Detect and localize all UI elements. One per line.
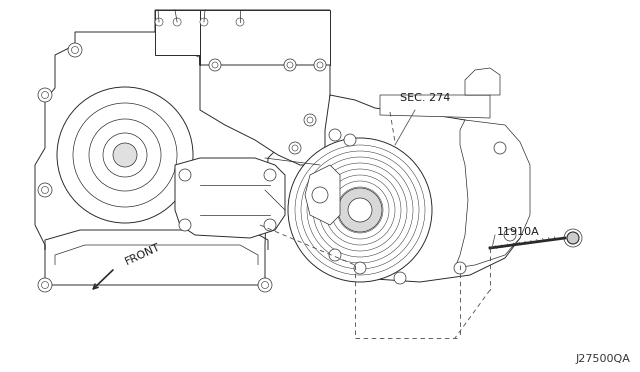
Circle shape [258,88,272,102]
Circle shape [344,134,356,146]
Circle shape [312,187,328,203]
Circle shape [329,129,341,141]
Circle shape [348,198,372,222]
Polygon shape [155,10,330,32]
Polygon shape [200,55,330,165]
Polygon shape [35,32,278,285]
Circle shape [567,232,579,244]
Circle shape [173,18,181,26]
Circle shape [314,59,326,71]
Circle shape [258,278,272,292]
Circle shape [68,43,82,57]
Circle shape [354,262,366,274]
Circle shape [209,59,221,71]
Polygon shape [325,95,525,282]
Circle shape [193,43,207,57]
Circle shape [38,183,52,197]
Polygon shape [175,158,285,238]
Polygon shape [380,95,490,118]
Polygon shape [465,68,500,95]
Polygon shape [200,10,330,65]
Circle shape [329,249,341,261]
Circle shape [284,59,296,71]
Circle shape [258,183,272,197]
Circle shape [288,138,432,282]
Circle shape [200,18,208,26]
Polygon shape [155,10,200,55]
Circle shape [179,169,191,181]
Text: FRONT: FRONT [123,242,162,267]
Circle shape [304,114,316,126]
Circle shape [289,142,301,154]
Circle shape [155,18,163,26]
Circle shape [494,142,506,154]
Text: SEC. 274: SEC. 274 [400,93,451,103]
Polygon shape [455,120,530,268]
Circle shape [38,88,52,102]
Circle shape [236,18,244,26]
Circle shape [113,143,137,167]
Circle shape [38,278,52,292]
Circle shape [454,262,466,274]
Circle shape [264,219,276,231]
Circle shape [179,219,191,231]
Polygon shape [305,165,340,225]
Circle shape [264,169,276,181]
Text: J27500QA: J27500QA [575,354,630,364]
Circle shape [57,87,193,223]
Circle shape [394,272,406,284]
Text: 11910A: 11910A [497,227,540,237]
Circle shape [338,188,382,232]
Circle shape [504,229,516,241]
